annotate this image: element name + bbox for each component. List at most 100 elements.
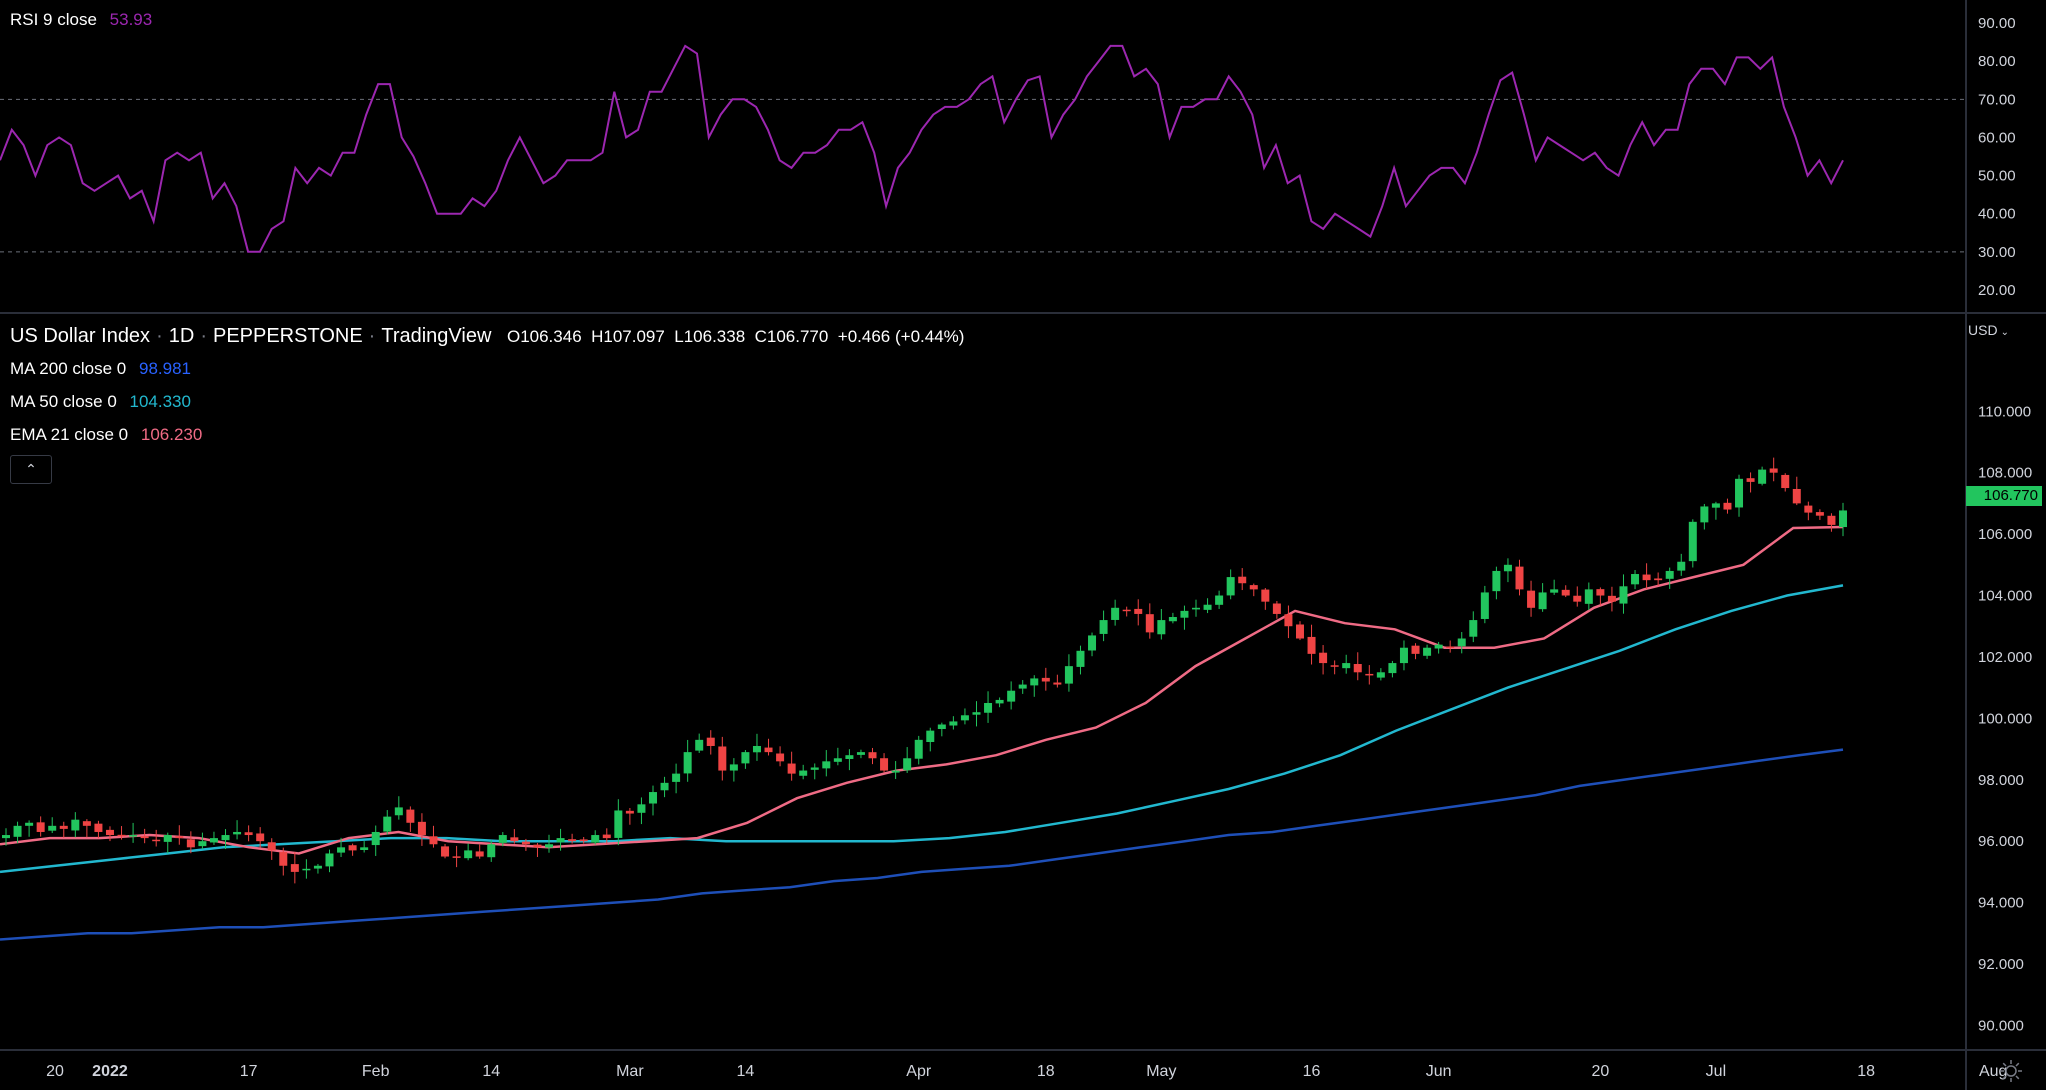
candle (545, 844, 554, 848)
candle (1688, 521, 1697, 562)
candle (995, 699, 1004, 704)
candle (186, 839, 195, 848)
candle (1596, 589, 1605, 596)
candle (487, 844, 496, 858)
candle (1180, 610, 1189, 618)
candle (1111, 607, 1120, 620)
candle (614, 810, 623, 838)
candle (741, 752, 750, 764)
candle (441, 846, 450, 857)
gear-icon[interactable] (1998, 1058, 2024, 1084)
candle (394, 807, 403, 816)
candle (1503, 564, 1512, 572)
candle (25, 822, 34, 826)
candle (348, 845, 357, 851)
candle (510, 837, 519, 842)
time-tick-label: 20 (46, 1063, 64, 1080)
time-tick-label: 2022 (92, 1063, 128, 1080)
candle (602, 834, 611, 839)
candle (891, 770, 900, 773)
candle (1053, 682, 1062, 685)
candle (2, 835, 10, 839)
candle (48, 825, 57, 831)
candle (1654, 578, 1663, 581)
time-tick-label: 14 (737, 1063, 755, 1080)
candle (787, 763, 796, 774)
candle (82, 821, 91, 826)
candle (1342, 663, 1351, 669)
ma200-legend[interactable]: MA 200 close 0 98.981 (10, 359, 191, 379)
candle (960, 715, 969, 721)
candle (140, 836, 149, 839)
candle (1746, 478, 1755, 482)
ema21-legend[interactable]: EMA 21 close 0 106.230 (10, 425, 202, 445)
candle (868, 752, 877, 759)
symbol-source: TradingView (381, 325, 492, 347)
chevron-down-icon: ⌄ (2000, 327, 2009, 338)
candle (833, 758, 842, 762)
candle (1192, 607, 1201, 610)
candle (880, 758, 889, 771)
candle (926, 730, 935, 743)
candle (1642, 574, 1651, 581)
candle (660, 782, 669, 791)
candle (1457, 638, 1466, 647)
ma50-legend[interactable]: MA 50 close 0 104.330 (10, 392, 191, 412)
symbol-legend[interactable]: US Dollar Index · 1D · PEPPERSTONE · TradingVi… (10, 325, 964, 348)
candle (221, 835, 230, 841)
candle (1492, 570, 1501, 592)
candle (13, 825, 22, 837)
candle (1088, 635, 1097, 651)
candle (1203, 604, 1212, 610)
candle (152, 839, 161, 842)
ohlc-readout: O106.346 H107.097 L106.338 C106.770 +0.4… (506, 327, 965, 346)
symbol-exchange: PEPPERSTONE (212, 325, 363, 347)
candle (683, 752, 692, 774)
candle (313, 865, 322, 869)
candle (1365, 673, 1374, 676)
candle (752, 745, 761, 753)
candle (1272, 603, 1281, 614)
time-tick-label: 16 (1303, 1063, 1321, 1080)
collapse-legend-button[interactable]: ⌃ (10, 455, 52, 484)
candle (776, 753, 785, 762)
price-tick-label: 90.000 (1978, 1017, 2024, 1034)
candle (695, 739, 704, 751)
candle (233, 831, 242, 835)
rsi-legend[interactable]: RSI 9 close 53.93 (10, 10, 152, 30)
candle (36, 822, 45, 832)
candle (290, 864, 299, 872)
candle (521, 841, 530, 845)
ema21-legend-value: 106.230 (140, 425, 203, 444)
candle (822, 761, 831, 769)
candle (1538, 592, 1547, 610)
ma50-legend-value: 104.330 (129, 392, 191, 411)
candle (1792, 488, 1801, 504)
candle (729, 764, 738, 771)
candle (198, 841, 207, 847)
candle (1249, 585, 1258, 590)
candle (1815, 512, 1824, 516)
candle (244, 832, 253, 836)
candle (1665, 570, 1674, 579)
chevron-up-icon: ⌃ (25, 461, 37, 477)
candle (371, 831, 380, 846)
time-tick-label: 17 (240, 1063, 258, 1080)
time-tick-label: Jun (1426, 1063, 1452, 1080)
time-tick-label: Feb (362, 1063, 390, 1080)
candle (209, 838, 218, 843)
candle (1041, 677, 1050, 682)
rsi-tick-label: 30.00 (1978, 244, 2016, 261)
time-tick-label: Apr (906, 1063, 932, 1080)
candle (1735, 478, 1744, 508)
rsi-tick-label: 20.00 (1978, 282, 2016, 299)
currency-select[interactable]: USD ⌄ (1968, 322, 2009, 338)
candle (1631, 574, 1640, 585)
price-tick-label: 108.000 (1978, 465, 2032, 482)
candle (105, 829, 114, 836)
candle (556, 838, 565, 843)
candle (1758, 469, 1767, 484)
rsi-tick-label: 80.00 (1978, 53, 2016, 70)
candle (533, 844, 542, 848)
